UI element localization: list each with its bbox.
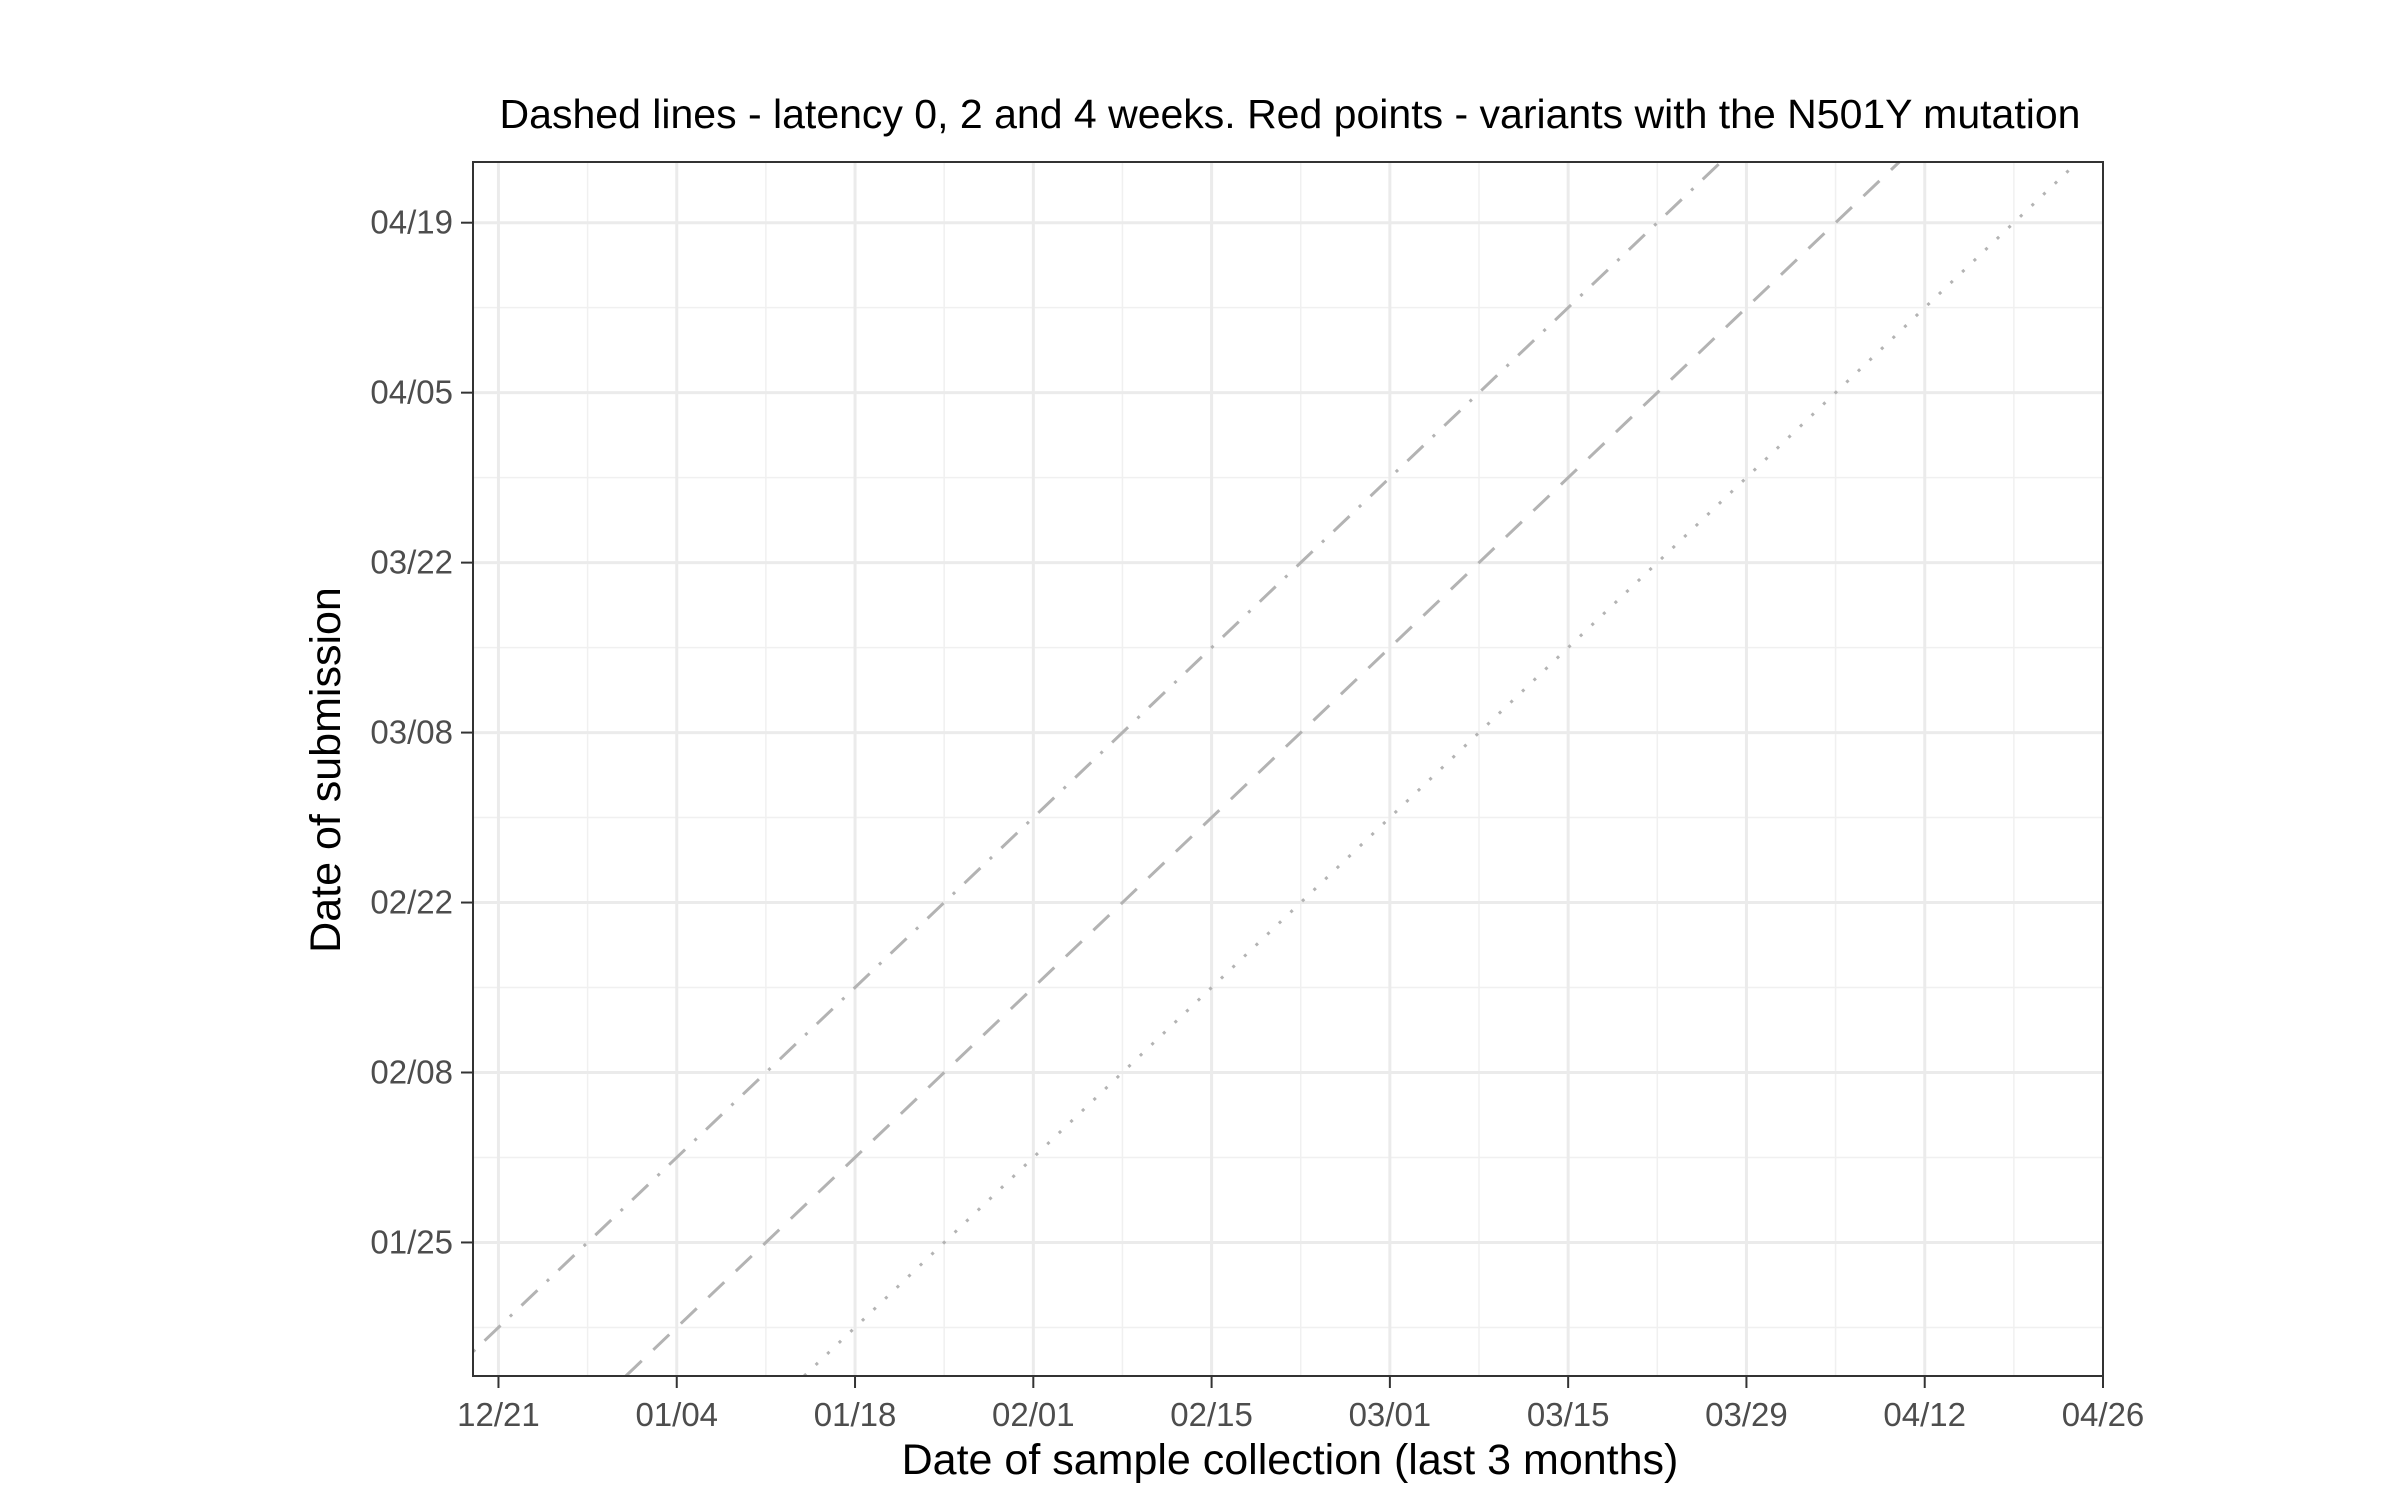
- y-tick-label: 02/08: [370, 1054, 453, 1091]
- x-tick-label: 01/04: [635, 1396, 718, 1433]
- x-axis-ticks: 12/21 01/04 01/18 02/01 02/15 03/01 03/15 03/29…: [457, 1376, 2144, 1433]
- x-tick-label: 04/26: [2062, 1396, 2145, 1433]
- y-tick-label: 03/08: [370, 714, 453, 751]
- x-tick-label: 12/21: [457, 1396, 540, 1433]
- reference-line-4-weeks: [471, 160, 1723, 1353]
- x-tick-label: 03/29: [1705, 1396, 1788, 1433]
- y-tick-label: 04/05: [370, 374, 453, 411]
- x-tick-label: 04/12: [1883, 1396, 1966, 1433]
- y-tick-label: 03/22: [370, 544, 453, 581]
- y-tick-label: 04/19: [370, 204, 453, 241]
- chart-title: Dashed lines - latency 0, 2 and 4 weeks.…: [500, 91, 2081, 137]
- y-tick-label: 02/22: [370, 884, 453, 921]
- x-axis-title: Date of sample collection (last 3 months…: [902, 1436, 1679, 1484]
- reference-lines: [471, 160, 2079, 1378]
- y-axis-ticks: 01/25 02/08 02/22 03/08 03/22 04/05 04/19: [370, 204, 473, 1260]
- x-tick-label: 01/18: [814, 1396, 897, 1433]
- x-tick-label: 03/15: [1527, 1396, 1610, 1433]
- y-tick-label: 01/25: [370, 1223, 453, 1260]
- y-axis-title: Date of submission: [302, 587, 350, 953]
- x-tick-label: 03/01: [1349, 1396, 1432, 1433]
- panel-border: [472, 161, 2104, 1377]
- x-tick-label: 02/01: [992, 1396, 1075, 1433]
- reference-line-2-weeks: [624, 160, 1901, 1378]
- x-tick-label: 02/15: [1170, 1396, 1253, 1433]
- reference-line-0-weeks: [803, 160, 2079, 1378]
- grid-minor: [473, 162, 2103, 1376]
- grid-major: [473, 162, 2103, 1376]
